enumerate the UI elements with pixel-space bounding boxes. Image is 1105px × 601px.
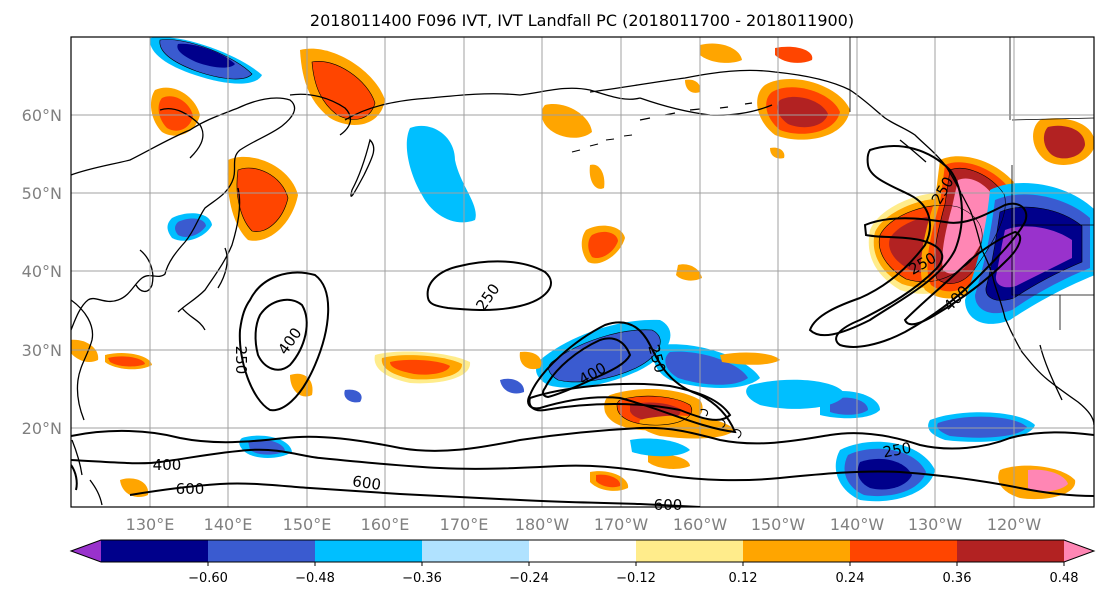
lon-label: 140°W	[830, 515, 885, 534]
lat-label: 60°N	[22, 106, 62, 125]
lon-label: 140°E	[204, 515, 253, 534]
figure-title: 2018011400 F096 IVT, IVT Landfall PC (20…	[310, 11, 854, 30]
lat-label: 40°N	[22, 262, 62, 281]
contour-label-600: 600	[654, 496, 683, 514]
lon-label: 160°E	[361, 515, 410, 534]
lon-label: 120°W	[987, 515, 1042, 534]
contour-label-400: 400	[153, 456, 182, 474]
lon-label: 180°W	[515, 515, 570, 534]
ivt-contours	[71, 145, 1094, 507]
lon-label: 160°W	[673, 515, 728, 534]
colorbar-tick-label: −0.36	[402, 571, 442, 586]
colorbar-tick-label: −0.24	[509, 571, 549, 586]
lon-label: 170°W	[594, 515, 649, 534]
colorbar-swatch	[208, 540, 316, 562]
lat-label: 20°N	[22, 419, 62, 438]
colorbar-tick-label: −0.12	[616, 571, 656, 586]
colorbar-swatch	[422, 540, 530, 562]
latitude-labels: 60°N 50°N 40°N 30°N 20°N	[22, 106, 62, 438]
lon-label: 170°E	[440, 515, 489, 534]
colorbar-swatch	[529, 540, 637, 562]
map-frame	[70, 36, 1095, 508]
colorbar-swatch	[850, 540, 958, 562]
colorbar-swatch	[957, 540, 1065, 562]
colorbar-swatch	[636, 540, 744, 562]
lat-label: 50°N	[22, 184, 62, 203]
contour-label-600: 600	[351, 472, 382, 494]
contour-label-250: 250	[232, 346, 250, 375]
colorbar-extend-low	[71, 540, 101, 562]
colorbar-tick-label: 0.12	[729, 571, 758, 586]
contour-label-250: 250	[881, 439, 912, 462]
contour-label-600: 600	[176, 480, 205, 498]
colorbar-swatch	[743, 540, 851, 562]
longitude-labels: 130°E 140°E 150°E 160°E 170°E 180°W 170°…	[126, 515, 1042, 534]
lon-label: 130°W	[908, 515, 963, 534]
lat-label: 30°N	[22, 341, 62, 360]
lon-label: 130°E	[126, 515, 175, 534]
colorbar-swatch	[101, 540, 209, 562]
lon-label: 150°E	[283, 515, 332, 534]
gridlines	[71, 37, 1094, 507]
colorbar-tick-label: −0.60	[188, 571, 228, 586]
colorbar-swatch	[315, 540, 423, 562]
ivt-shading	[71, 37, 1094, 502]
colorbar-extend-high	[1064, 540, 1094, 562]
colorbar-tick-label: 0.36	[943, 571, 972, 586]
colorbar: −0.60 −0.48 −0.36 −0.24 −0.12 0.12 0.24 0.36 0.4…	[69, 539, 1096, 586]
colorbar-tick-label: 0.24	[836, 571, 865, 586]
colorbar-tick-label: 0.48	[1050, 571, 1079, 586]
lon-label: 150°W	[751, 515, 806, 534]
colorbar-tick-label: −0.48	[295, 571, 335, 586]
political-boundaries	[849, 37, 1094, 330]
colorbar-outline	[69, 539, 1096, 563]
